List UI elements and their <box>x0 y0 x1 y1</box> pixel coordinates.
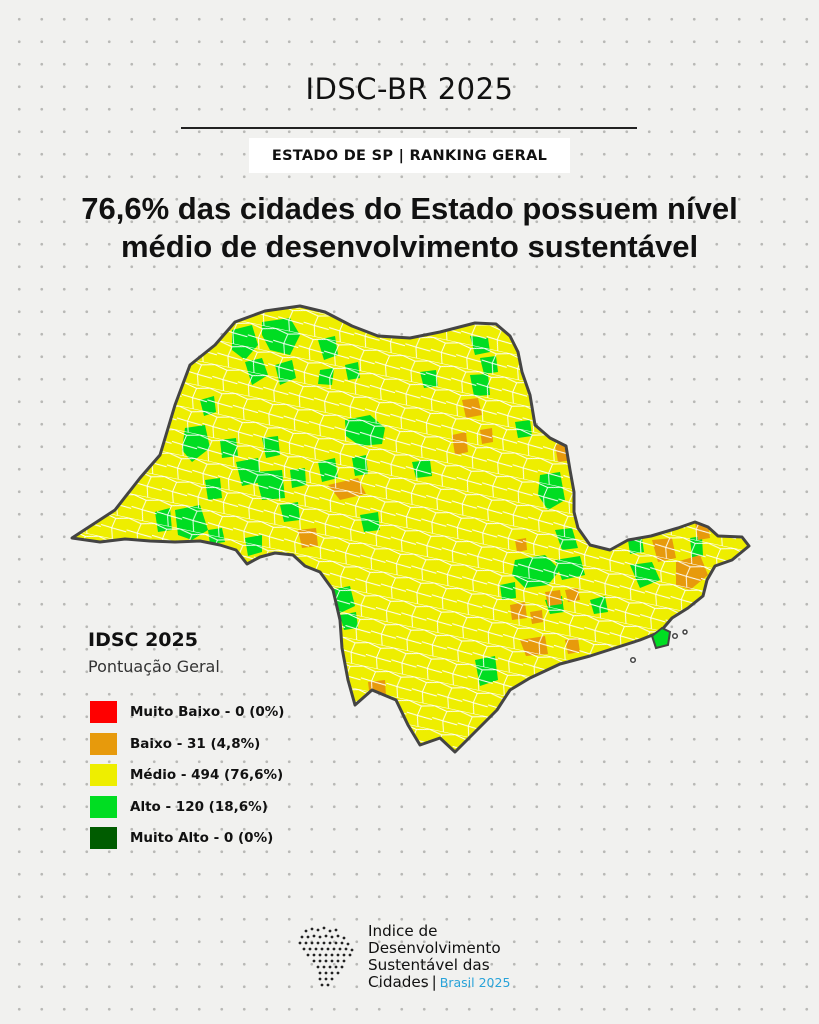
legend-swatch <box>90 795 117 818</box>
logo-separator: | <box>431 973 437 991</box>
headline: 76,6% das cidades do Estado possuem níve… <box>40 190 779 266</box>
headline-line-1: 76,6% das cidades do Estado possuem níve… <box>81 191 738 226</box>
subtitle-text: ESTADO DE SP | RANKING GERAL <box>271 147 548 164</box>
brazil-dots-icon <box>298 926 354 987</box>
legend-title: IDSC 2025 <box>88 629 198 651</box>
logo-text: Indice de Desenvolvimento Sustentável da… <box>368 923 510 991</box>
legend-label: Muito Baixo - 0 (0%) <box>130 704 285 720</box>
legend-label: Baixo - 31 (4,8%) <box>130 735 261 752</box>
logo-line-2: Desenvolvimento <box>368 939 501 957</box>
legend-swatch <box>90 764 117 786</box>
title-divider <box>181 127 637 129</box>
legend-subtitle: Pontuação Geral <box>88 657 220 676</box>
subtitle-badge: ESTADO DE SP | RANKING GERAL <box>249 138 570 173</box>
legend-item-muito-baixo: Muito Baixo - 0 (0%) <box>90 701 284 723</box>
logo-cidades: Cidades <box>368 973 429 991</box>
logo-year-tag: Brasil 2025 <box>439 975 511 990</box>
idsc-logo: Indice de Desenvolvimento Sustentável da… <box>292 921 532 993</box>
small-island <box>671 632 679 640</box>
headline-line-2: médio de desenvolvimento sustentável <box>120 229 699 264</box>
logo-line-1: Indice de <box>368 922 438 940</box>
logo-line-4: Cidades | Brasil 2025 <box>368 974 510 991</box>
state-outline <box>70 304 751 754</box>
legend-item-medio: Médio - 494 (76,6%) <box>90 764 284 786</box>
small-island <box>682 629 688 635</box>
logo-line-3: Sustentável das <box>368 956 490 974</box>
legend-swatch <box>90 827 117 849</box>
legend-swatch <box>90 732 117 755</box>
legend-label: Médio - 494 (76,6%) <box>130 767 284 783</box>
legend-label: Alto - 120 (18,6%) <box>130 798 268 815</box>
page-title: IDSC-BR 2025 <box>305 72 514 106</box>
legend-swatch <box>90 701 117 723</box>
legend-item-baixo: Baixo - 31 (4,8%) <box>90 732 284 755</box>
small-island <box>629 656 637 664</box>
legend-item-alto: Alto - 120 (18,6%) <box>90 795 284 818</box>
sp-state-map <box>70 304 751 754</box>
legend-item-muito-alto: Muito Alto - 0 (0%) <box>90 827 284 849</box>
ilhabela-island <box>650 626 672 650</box>
municipality-borders <box>72 306 749 752</box>
legend-label: Muito Alto - 0 (0%) <box>130 830 274 846</box>
legend: Muito Baixo - 0 (0%) Baixo - 31 (4,8%) M… <box>90 701 284 859</box>
